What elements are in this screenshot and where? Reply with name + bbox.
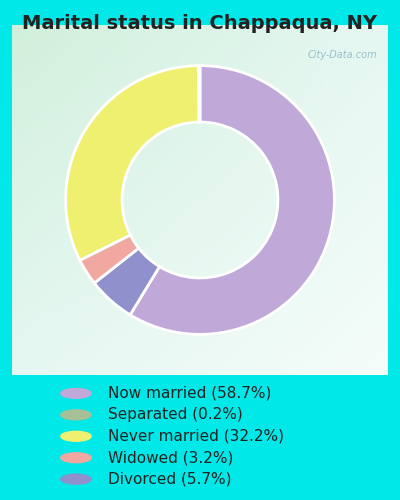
Text: Separated (0.2%): Separated (0.2%) bbox=[108, 408, 243, 422]
Wedge shape bbox=[94, 248, 160, 315]
Circle shape bbox=[61, 474, 91, 484]
Text: Now married (58.7%): Now married (58.7%) bbox=[108, 386, 271, 401]
Text: Marital status in Chappaqua, NY: Marital status in Chappaqua, NY bbox=[22, 14, 378, 33]
Text: Divorced (5.7%): Divorced (5.7%) bbox=[108, 472, 232, 486]
Wedge shape bbox=[198, 66, 200, 122]
Circle shape bbox=[61, 388, 91, 398]
Circle shape bbox=[61, 453, 91, 462]
Text: City-Data.com: City-Data.com bbox=[307, 50, 377, 59]
Text: Widowed (3.2%): Widowed (3.2%) bbox=[108, 450, 233, 465]
Circle shape bbox=[61, 410, 91, 420]
Wedge shape bbox=[80, 235, 139, 283]
Circle shape bbox=[61, 432, 91, 441]
Wedge shape bbox=[66, 66, 199, 260]
Text: Never married (32.2%): Never married (32.2%) bbox=[108, 429, 284, 444]
Wedge shape bbox=[130, 66, 334, 334]
